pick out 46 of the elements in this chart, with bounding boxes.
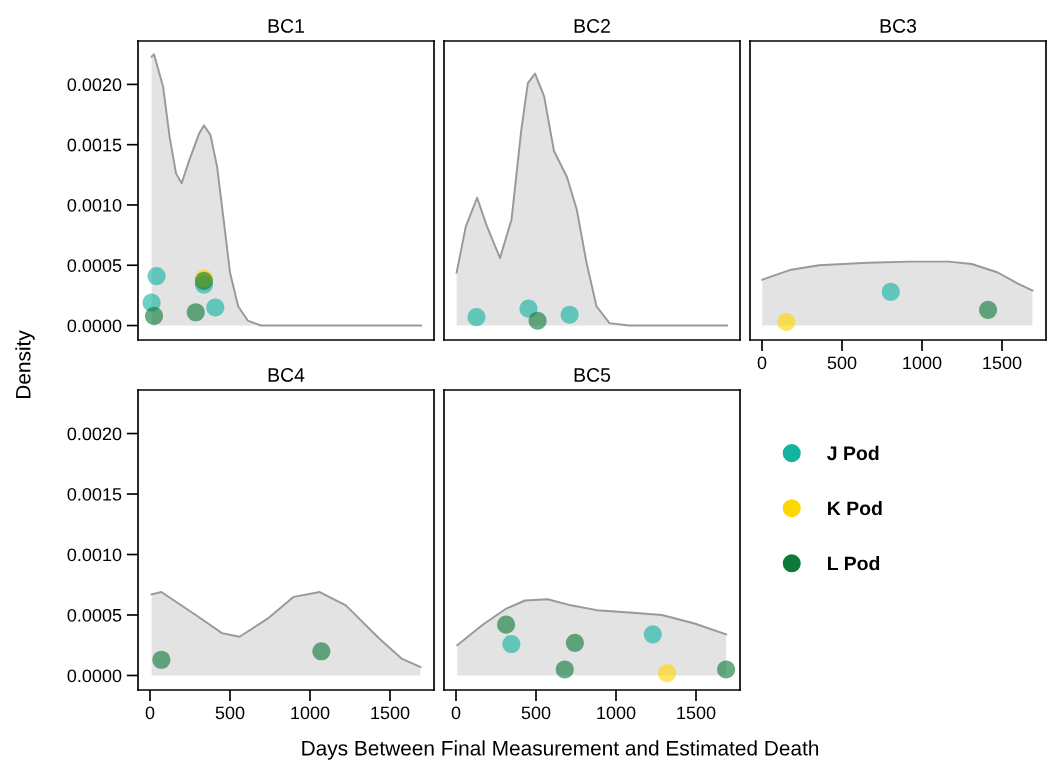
chart-title: BC1 [268, 19, 304, 33]
x-tick-label: 1000 [597, 706, 636, 720]
y-tick-label: 0.0020 [67, 427, 122, 441]
chart-title: BC5 [574, 368, 611, 382]
point [643, 625, 662, 644]
y-tick-label: 0.0010 [67, 198, 122, 212]
x-tick-label: 0 [145, 706, 155, 720]
legend-label: K Pod [828, 500, 882, 516]
point [560, 305, 579, 324]
legend-label: L Pod [828, 556, 880, 571]
y-tick-label: 0.0000 [67, 669, 122, 683]
point [555, 660, 574, 679]
x-tick-label: 1000 [903, 356, 942, 370]
chart-title: BC4 [268, 368, 305, 382]
x-tick-label: 0 [757, 356, 767, 370]
y-tick-label: 0.0015 [67, 487, 122, 501]
point [144, 306, 164, 325]
point [497, 615, 516, 634]
y-tick-label: 0.0005 [67, 259, 122, 272]
point [186, 303, 205, 322]
chart-title: BC3 [880, 19, 917, 33]
x-tick-label: 500 [521, 706, 551, 720]
point [717, 660, 736, 679]
point [528, 311, 547, 330]
y-axis-title: Density [15, 330, 35, 399]
x-tick-label: 1000 [291, 706, 330, 720]
point [565, 633, 584, 652]
x-tick-label: 500 [827, 356, 857, 370]
x-tick-label: 0 [451, 706, 461, 720]
y-tick-label: 0.0005 [67, 608, 122, 622]
point [206, 298, 225, 317]
x-tick-label: 1500 [983, 356, 1022, 370]
x-tick-label: 1500 [677, 706, 716, 720]
chart-title: BC2 [574, 19, 610, 33]
x-axis-title: Days Between Final Measurement and Estimated Death [302, 740, 819, 760]
point [467, 308, 486, 327]
point [147, 267, 166, 286]
x-tick-label: 1500 [371, 706, 410, 720]
y-tick-label: 0.0000 [67, 319, 122, 333]
x-tick-label: 500 [215, 706, 245, 720]
y-tick-label: 0.0020 [67, 78, 122, 92]
point [657, 664, 677, 683]
y-tick-label: 0.0010 [67, 548, 122, 562]
legend-label: J Pod [827, 445, 879, 461]
point [502, 634, 521, 654]
y-tick-label: 0.0015 [67, 138, 122, 152]
